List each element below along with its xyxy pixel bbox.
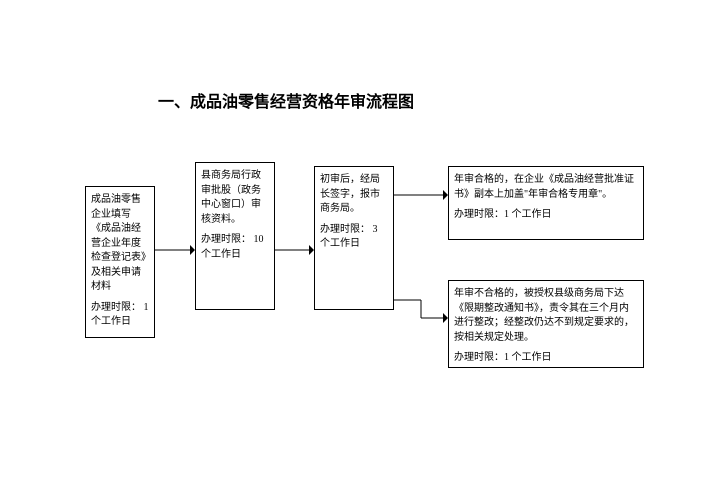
node-content: 初审后，经局长签字，报市商务局。 (320, 173, 388, 217)
node-content: 成品油零售企业填写《成品油经营企业年度检查登记表》及相关申请材料 (91, 193, 149, 295)
flow-node-fail: 年审不合格的，被授权县级商务局下达《限期整改通知书》，责令其在三个月内进行整改；… (448, 280, 644, 368)
node-deadline: 办理时限： 3 个工作日 (320, 223, 388, 252)
node-content: 县商务局行政审批股（政务中心窗口）审核资料。 (201, 169, 269, 227)
flow-node-county-review: 县商务局行政审批股（政务中心窗口）审核资料。 办理时限： 10 个工作日 (195, 162, 275, 310)
node-deadline: 办理时限：1 个工作日 (454, 351, 638, 366)
node-content: 年审不合格的，被授权县级商务局下达《限期整改通知书》，责令其在三个月内进行整改；… (454, 287, 638, 345)
flow-node-apply: 成品油零售企业填写《成品油经营企业年度检查登记表》及相关申请材料 办理时限： 1… (85, 186, 155, 338)
node-deadline: 办理时限： 10 个工作日 (201, 233, 269, 262)
node-deadline: 办理时限： 1 个工作日 (91, 301, 149, 330)
node-content: 年审合格的，在企业《成品油经营批准证书》副本上加盖"年审合格专用章"。 (454, 173, 638, 202)
flow-node-preliminary: 初审后，经局长签字，报市商务局。 办理时限： 3 个工作日 (314, 166, 394, 310)
page-title: 一、成品油零售经营资格年审流程图 (158, 88, 414, 112)
flow-node-pass: 年审合格的，在企业《成品油经营批准证书》副本上加盖"年审合格专用章"。 办理时限… (448, 166, 644, 240)
node-deadline: 办理时限：1 个工作日 (454, 208, 638, 223)
